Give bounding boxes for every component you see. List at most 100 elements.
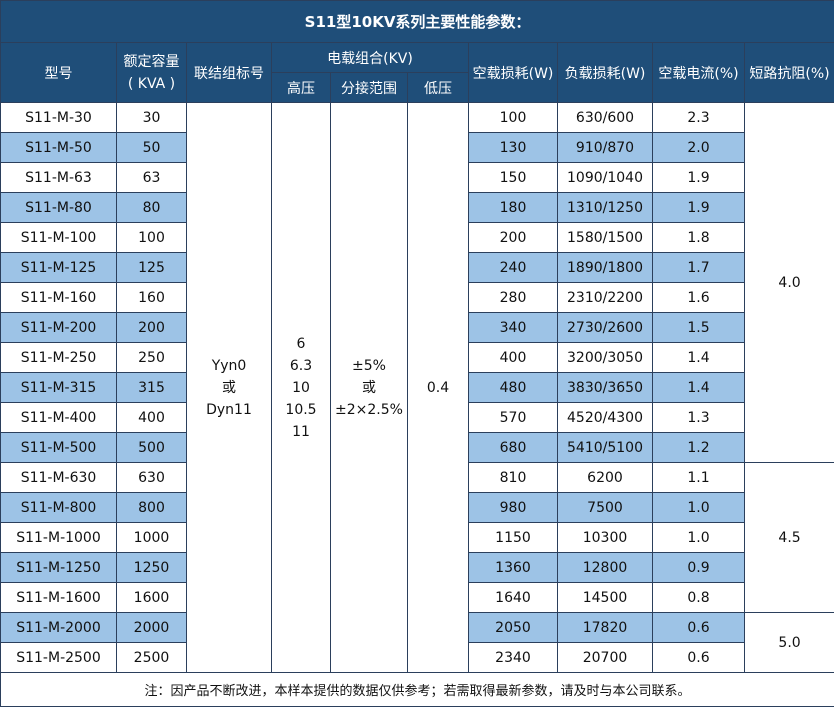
table-cell: 1360 — [469, 553, 558, 583]
table-cell: 1.1 — [653, 463, 745, 493]
table-cell: 3830/3650 — [558, 373, 653, 403]
table-cell: 1310/1250 — [558, 193, 653, 223]
table-cell: 315 — [117, 373, 187, 403]
table-cell: 20700 — [558, 643, 653, 673]
table-cell: S11-M-50 — [1, 133, 117, 163]
table-cell: 570 — [469, 403, 558, 433]
impedance-cell: 4.0 — [745, 103, 834, 463]
text-line: 或 — [187, 377, 271, 399]
header-cell: 空载损耗(W) — [469, 43, 558, 103]
table-cell: 1.9 — [653, 193, 745, 223]
table-cell: 100 — [117, 223, 187, 253]
table-cell: 1.5 — [653, 313, 745, 343]
table-cell: 17820 — [558, 613, 653, 643]
tap-range-cell: ±5%或±2×2.5% — [331, 103, 408, 673]
table-cell: 2730/2600 — [558, 313, 653, 343]
table-cell: 1090/1040 — [558, 163, 653, 193]
header-cell: 空载电流(%) — [653, 43, 745, 103]
text-line: 6.3 — [272, 355, 330, 377]
table-cell: 6200 — [558, 463, 653, 493]
header-cell: 型号 — [1, 43, 117, 103]
header-cell: 联结组标号 — [187, 43, 272, 103]
table-cell: S11-M-125 — [1, 253, 117, 283]
table-cell: 1640 — [469, 583, 558, 613]
text-line: 11 — [272, 421, 330, 443]
header-cell: 短路抗阻(%) — [745, 43, 834, 103]
table-cell: 2050 — [469, 613, 558, 643]
table-cell: 1.6 — [653, 283, 745, 313]
table-cell: S11-M-315 — [1, 373, 117, 403]
table-cell: 30 — [117, 103, 187, 133]
table-cell: 1.4 — [653, 343, 745, 373]
table-cell: 130 — [469, 133, 558, 163]
table-cell: 2.0 — [653, 133, 745, 163]
table-cell: S11-M-500 — [1, 433, 117, 463]
table-cell: 400 — [469, 343, 558, 373]
table-cell: 1250 — [117, 553, 187, 583]
table-cell: S11-M-1600 — [1, 583, 117, 613]
table-cell: 480 — [469, 373, 558, 403]
header-line: ( KVA ) — [117, 73, 186, 95]
table-cell: 5410/5100 — [558, 433, 653, 463]
table-cell: 4520/4300 — [558, 403, 653, 433]
text-line: 或 — [331, 377, 407, 399]
table-cell: 7500 — [558, 493, 653, 523]
table-cell: 280 — [469, 283, 558, 313]
table-cell: 910/870 — [558, 133, 653, 163]
table-cell: 810 — [469, 463, 558, 493]
header-row: 型号额定容量( KVA )联结组标号电载组合(KV)空载损耗(W)负载损耗(W)… — [1, 43, 834, 73]
header-cell: 分接范围 — [331, 73, 408, 103]
table-cell: 1.0 — [653, 523, 745, 553]
table-cell: 340 — [469, 313, 558, 343]
table-cell: 3200/3050 — [558, 343, 653, 373]
table-cell: 1.0 — [653, 493, 745, 523]
table-cell: 2000 — [117, 613, 187, 643]
table-cell: 2310/2200 — [558, 283, 653, 313]
table-cell: 2.3 — [653, 103, 745, 133]
table-title: S11型10KV系列主要性能参数： — [1, 1, 834, 43]
text-line: 10 — [272, 377, 330, 399]
table-cell: 1000 — [117, 523, 187, 553]
table-cell: 250 — [117, 343, 187, 373]
table-cell: 1580/1500 — [558, 223, 653, 253]
table-cell: 240 — [469, 253, 558, 283]
table-cell: 1150 — [469, 523, 558, 553]
table-cell: S11-M-160 — [1, 283, 117, 313]
table-cell: 14500 — [558, 583, 653, 613]
table-cell: 1.4 — [653, 373, 745, 403]
header-cell: 额定容量( KVA ) — [117, 43, 187, 103]
table-cell: 800 — [117, 493, 187, 523]
table-cell: S11-M-2000 — [1, 613, 117, 643]
impedance-cell: 4.5 — [745, 463, 834, 613]
table-cell: 80 — [117, 193, 187, 223]
table-cell: 100 — [469, 103, 558, 133]
table-cell: 160 — [117, 283, 187, 313]
table-cell: 980 — [469, 493, 558, 523]
table-cell: 2500 — [117, 643, 187, 673]
table-cell: 150 — [469, 163, 558, 193]
table-cell: 200 — [117, 313, 187, 343]
table-cell: 0.6 — [653, 613, 745, 643]
table-cell: 500 — [117, 433, 187, 463]
table-cell: S11-M-200 — [1, 313, 117, 343]
table-cell: S11-M-1250 — [1, 553, 117, 583]
table-cell: 1890/1800 — [558, 253, 653, 283]
table-cell: 630/600 — [558, 103, 653, 133]
header-cell: 高压 — [272, 73, 331, 103]
table-cell: 1.7 — [653, 253, 745, 283]
table-cell: 1600 — [117, 583, 187, 613]
table-cell: S11-M-250 — [1, 343, 117, 373]
table-cell: 125 — [117, 253, 187, 283]
header-cell: 电载组合(KV) — [272, 43, 469, 73]
table-cell: 1.2 — [653, 433, 745, 463]
table-cell: 400 — [117, 403, 187, 433]
low-voltage-cell: 0.4 — [408, 103, 469, 673]
table-cell: S11-M-100 — [1, 223, 117, 253]
table-cell: S11-M-400 — [1, 403, 117, 433]
table-cell: S11-M-2500 — [1, 643, 117, 673]
table-cell: 1.8 — [653, 223, 745, 253]
